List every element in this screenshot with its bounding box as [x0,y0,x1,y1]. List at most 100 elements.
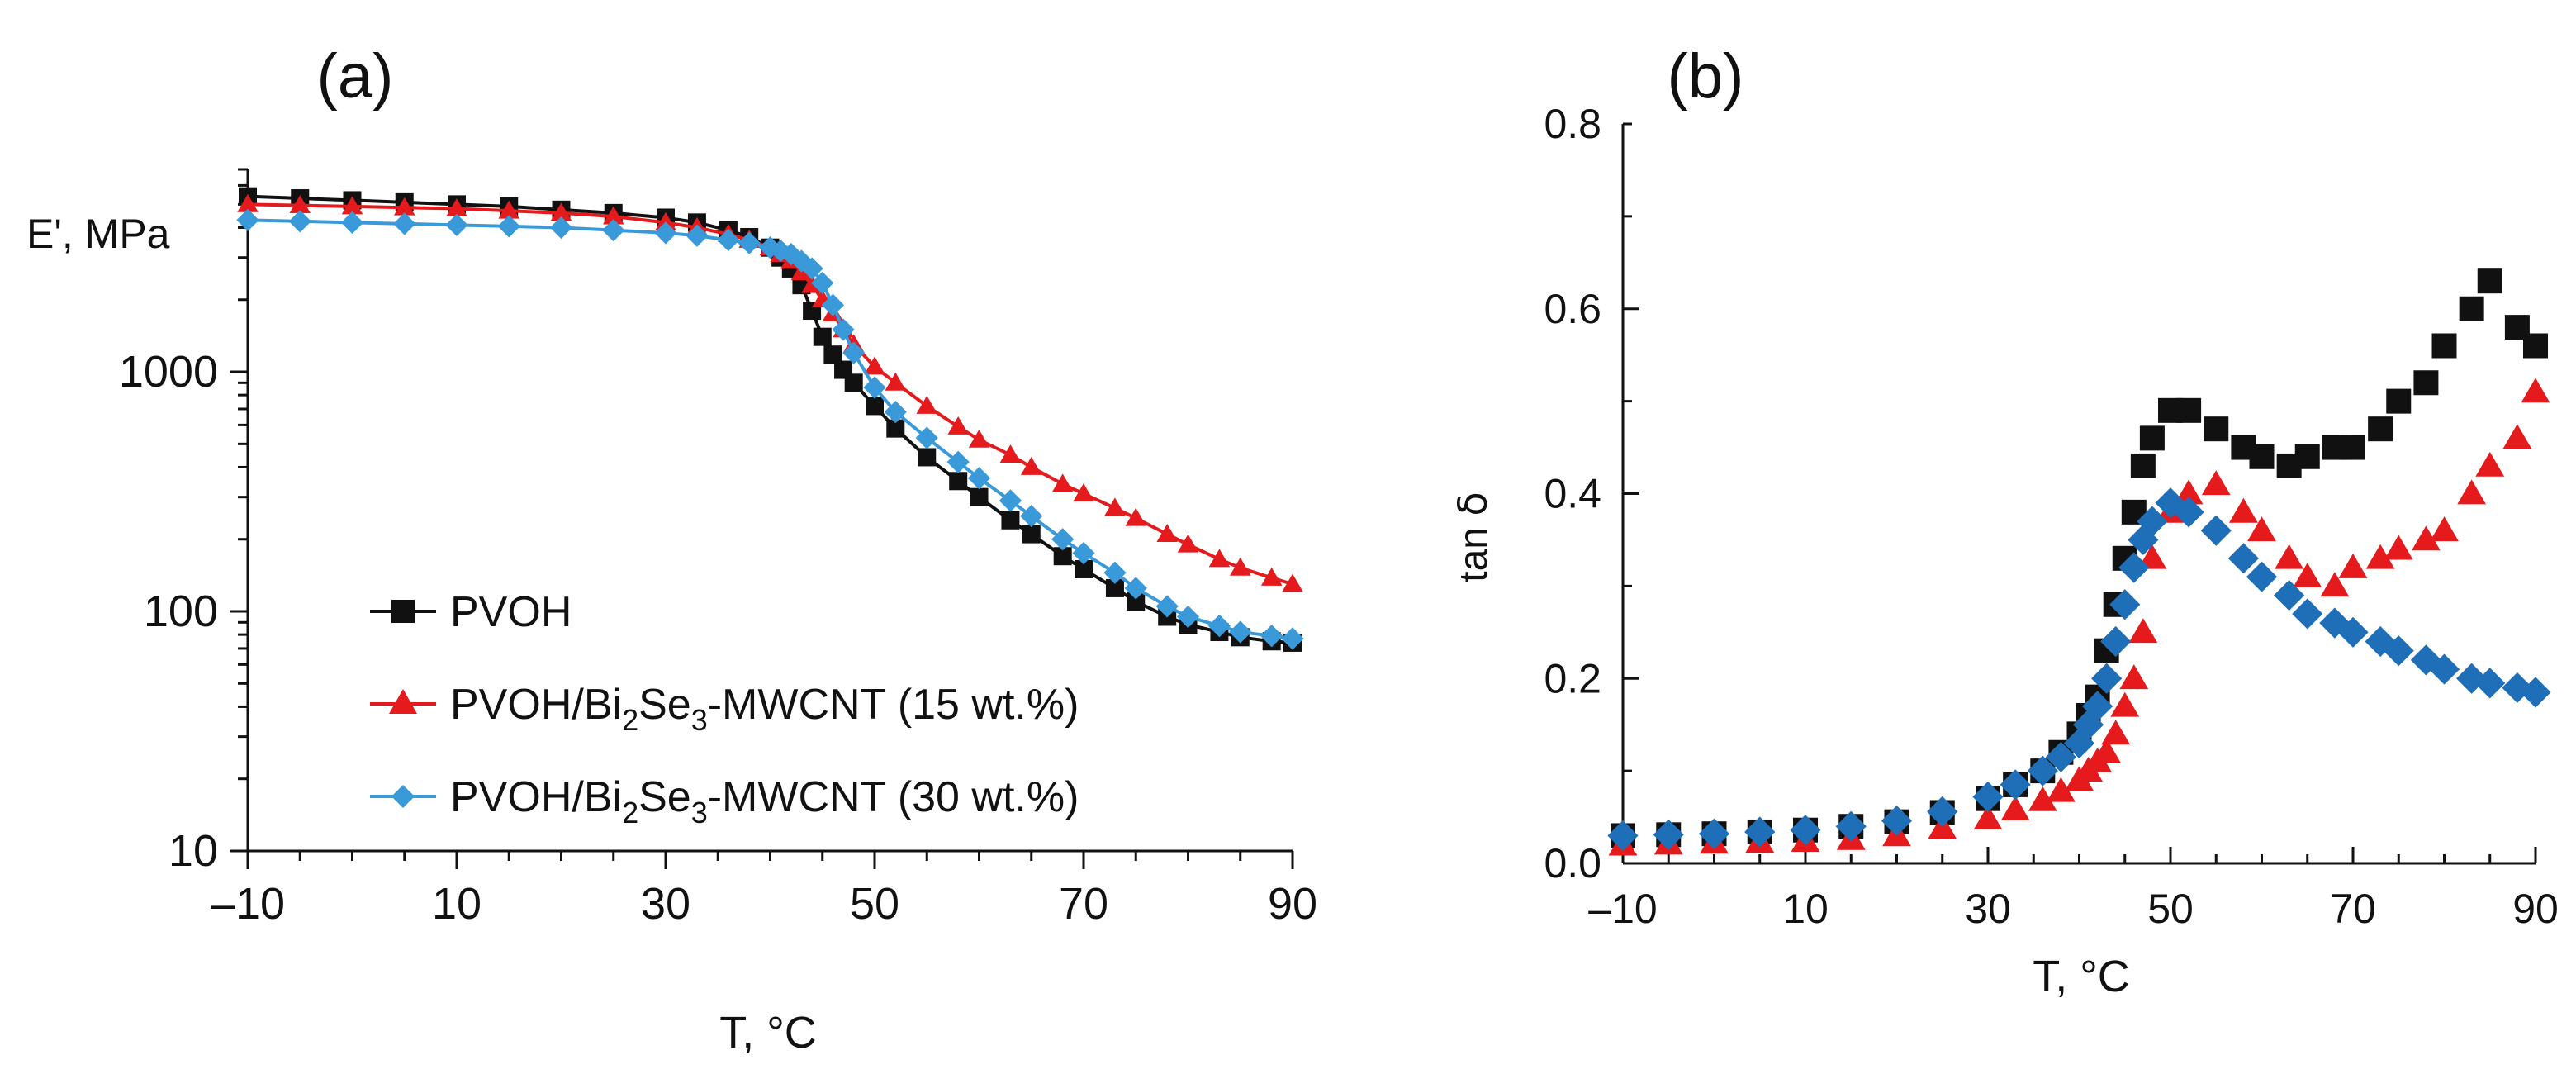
data-point [445,213,468,237]
data-point [1053,547,1072,566]
legend-15wt-sub1: 2 [622,703,638,737]
data-point [2110,691,2140,717]
data-point [1744,816,1776,848]
x-tick-label: –10 [1588,886,1657,932]
data-point [2201,470,2231,496]
data-point [2173,497,2204,528]
panel-a-label: (a) [317,41,394,112]
data-point [2229,497,2258,523]
data-point [2384,535,2413,560]
data-point [2130,453,2156,478]
data-point [2274,579,2305,611]
data-point [2119,664,2149,690]
data-point [1127,592,1146,611]
data-point [885,372,907,391]
panel-b-y-axis-title-delta: δ [1450,492,1497,516]
data-point [884,400,907,424]
data-point [2128,618,2158,644]
data-point [2174,479,2204,505]
data-point [2459,296,2484,321]
panel-b-tick-labels: –10 10 30 50 70 90 0.0 0.2 0.4 0.6 0.8 [1544,101,2558,932]
data-point [602,219,625,242]
data-point [446,197,467,216]
data-point [918,448,937,467]
legend-30wt-sub2: 3 [691,796,708,829]
panel-b: (b) tan δ T, °C –10 10 30 50 70 90 0.0 0.2 0.4 0.… [1450,41,2559,1001]
data-point [2341,435,2365,460]
data-point [2457,479,2487,505]
data-point [2368,416,2393,442]
data-point [2521,378,2550,403]
data-point [549,216,573,240]
data-point [1020,504,1043,528]
data-point [2118,552,2150,583]
data-point [811,271,834,295]
y-tick-label: 0.6 [1544,286,1601,332]
data-point [1051,473,1074,492]
data-point [1001,511,1020,530]
data-point [1790,815,1821,846]
panel-b-series [1607,268,2551,856]
series-line [247,202,1293,586]
data-point [844,373,863,392]
data-point [2413,370,2439,396]
legend-item-15wt: PVOH/Bi2Se3-MWCNT (15 wt.%) [370,681,1079,737]
data-point [2100,625,2132,658]
data-point [1973,805,2003,830]
data-point [602,206,624,225]
data-point [2047,777,2076,802]
data-point [2294,444,2320,469]
x-tick-label: 90 [1268,879,1317,929]
data-point [2247,516,2276,542]
data-point [2000,796,2030,820]
data-point [1229,620,1252,644]
data-point [341,196,363,215]
data-point [340,211,364,234]
y-tick-label: 10 [168,826,218,876]
data-point [2293,563,2322,588]
panel-a-series [236,187,1304,652]
data-point [2320,572,2350,597]
data-point [1207,614,1231,638]
legend-30wt-pre: PVOH/Bi [450,773,622,821]
panel-a: (a) E', MPa T, °C –10 10 30 50 70 90101001000… [26,41,1317,1057]
data-point [2249,444,2275,469]
series-diamond [236,208,1304,650]
x-tick-label: 50 [2147,886,2194,932]
data-point [1208,549,1231,568]
data-point [2337,616,2369,648]
data-point [1156,524,1178,542]
panel-a-x-axis-title-unit: °C [766,1008,817,1057]
data-point [864,356,885,375]
data-point [2227,543,2259,574]
panel-b-y-axis-title-text: tan [1452,516,1496,582]
legend-label-30wt: PVOH/Bi2Se3-MWCNT (30 wt.%) [450,773,1079,829]
series-triangle [1608,378,2550,856]
legend-marker-square [391,600,415,623]
data-point [1282,573,1303,592]
data-point [497,215,520,238]
data-point [2000,769,2031,801]
data-point [1927,796,1958,827]
data-point [999,444,1022,463]
data-point [236,208,259,232]
panel-b-y-axis-title: tan δ [1450,492,1497,582]
data-point [821,293,845,316]
panel-b-ticks [1621,122,2537,865]
data-point [288,210,311,233]
data-point [970,487,989,506]
data-point [1281,627,1304,650]
panel-b-x-axis-title: T, °C [2033,952,2130,1001]
series-diamond [1607,487,2551,852]
data-point [2204,416,2229,442]
data-point [886,419,905,438]
data-point [2502,424,2532,449]
legend-15wt-mid: Se [638,681,691,729]
y-tick-label: 100 [144,587,218,636]
data-point [2383,635,2414,667]
data-point [1177,534,1199,553]
data-point [2275,544,2304,569]
data-point [738,231,761,254]
